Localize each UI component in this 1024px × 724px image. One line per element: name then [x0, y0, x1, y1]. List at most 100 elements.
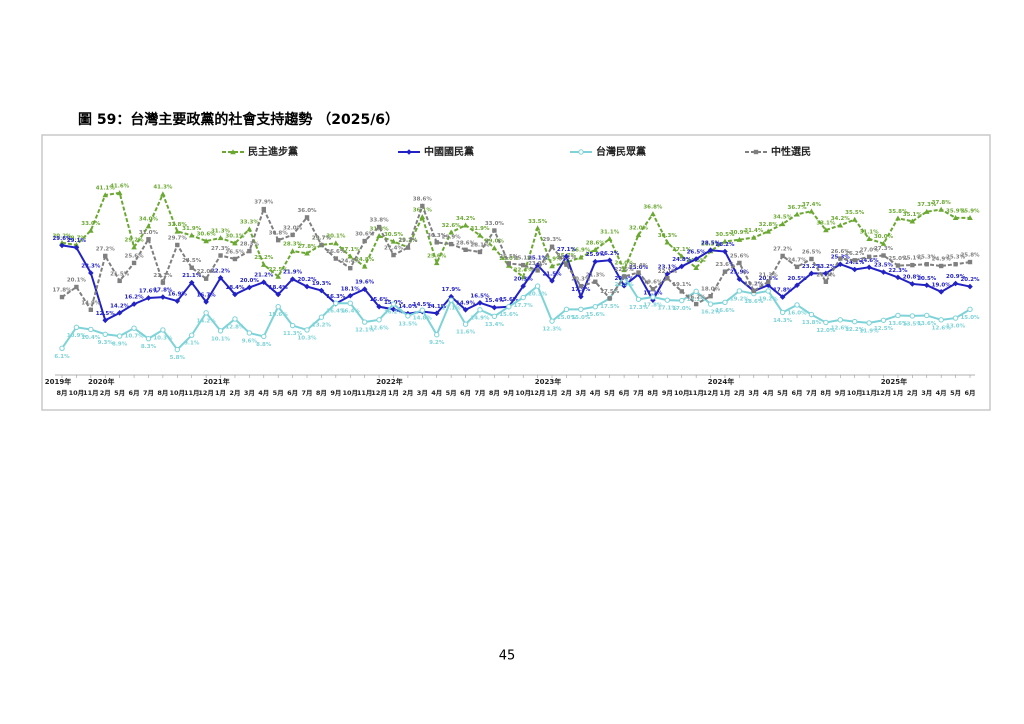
data-label: 9.2% — [429, 340, 445, 346]
point — [203, 299, 209, 305]
point — [665, 276, 670, 281]
point — [290, 232, 295, 238]
x-tick-label: 5月 — [604, 389, 615, 397]
point — [967, 215, 973, 221]
data-label: 23.6% — [715, 262, 735, 268]
point — [592, 304, 598, 310]
point — [909, 218, 916, 224]
data-label: 30.9% — [730, 230, 750, 236]
data-label: 32.8% — [759, 222, 779, 228]
data-label: 24.1% — [845, 260, 865, 266]
point — [376, 224, 382, 230]
data-label: 20.5% — [788, 276, 808, 282]
point — [794, 282, 800, 289]
point — [678, 263, 685, 270]
data-label: 20.0% — [240, 278, 260, 284]
point — [160, 191, 166, 197]
data-label: 17.8% — [643, 303, 663, 309]
data-label: 29.7% — [312, 235, 332, 241]
data-label: 33.8% — [370, 218, 390, 224]
x-tick-label: 2月 — [561, 389, 572, 397]
data-label: 13.5% — [903, 321, 923, 327]
point — [852, 258, 857, 263]
data-label: 24.4% — [341, 259, 361, 265]
data-label: 16.3% — [326, 294, 346, 300]
point — [866, 264, 872, 271]
data-label: 16.6% — [715, 308, 735, 314]
data-label: 18.6% — [744, 299, 764, 305]
data-label: 12.5% — [874, 326, 894, 332]
data-label: 37.8% — [932, 200, 952, 206]
point — [549, 278, 555, 284]
point — [116, 333, 123, 339]
point — [895, 312, 901, 319]
point — [390, 238, 397, 244]
point — [88, 227, 94, 233]
point — [866, 254, 872, 259]
x-tick-label: 7月 — [806, 389, 817, 397]
point — [938, 263, 944, 269]
point — [73, 324, 80, 330]
point — [693, 256, 699, 262]
data-label: 16.0% — [788, 310, 808, 316]
data-label: 21.9% — [283, 270, 303, 276]
point — [664, 297, 671, 303]
point — [809, 256, 814, 262]
data-label: 25.0% — [888, 256, 908, 262]
point — [621, 267, 627, 273]
data-label: 17.8% — [773, 288, 793, 294]
data-label: 17.7% — [514, 303, 534, 309]
point — [635, 232, 642, 238]
point — [808, 270, 815, 277]
x-tick-label: 3月 — [921, 389, 932, 397]
x-tick-label: 12月 — [703, 389, 719, 397]
point — [275, 273, 281, 279]
point — [160, 327, 166, 333]
data-label: 8.8% — [256, 342, 272, 348]
point — [203, 276, 209, 281]
data-label: 14.2% — [110, 303, 130, 309]
point — [952, 315, 959, 321]
data-label: 28.3% — [240, 242, 260, 248]
data-label: 9.6% — [242, 338, 258, 344]
data-label: 10.7% — [125, 334, 145, 340]
data-label: 12.2% — [845, 327, 865, 333]
point — [146, 237, 151, 242]
data-label: 24.7% — [788, 257, 808, 263]
point — [188, 279, 195, 286]
data-label: 14.8% — [413, 316, 433, 322]
point — [808, 311, 815, 318]
legend-label: 中國國民黨 — [424, 145, 474, 158]
point — [751, 234, 757, 240]
data-label: 15.0% — [557, 315, 577, 321]
point — [492, 228, 497, 233]
data-label: 35.9% — [946, 208, 966, 214]
point — [261, 333, 267, 340]
data-label: 29.1% — [67, 238, 87, 244]
data-label: 13.6% — [888, 321, 908, 327]
point — [564, 262, 569, 267]
point — [520, 294, 526, 301]
data-label: 16.4% — [326, 309, 346, 315]
data-label: 23.1% — [658, 264, 678, 270]
point — [145, 335, 152, 342]
data-label: 25.1% — [528, 256, 548, 262]
x-tick-label: 12月 — [876, 389, 892, 397]
point — [909, 281, 916, 287]
point — [203, 238, 209, 244]
point — [318, 314, 325, 320]
point — [419, 307, 426, 313]
data-label: 27.2% — [773, 246, 793, 252]
data-label: 13.5% — [398, 321, 418, 327]
point — [938, 206, 944, 212]
point — [506, 261, 511, 266]
data-label: 30.3% — [658, 233, 678, 239]
data-label: 29.7% — [67, 235, 87, 241]
point — [679, 289, 684, 294]
data-label: 27.3% — [874, 246, 894, 252]
data-label: 31.9% — [182, 226, 202, 232]
point — [549, 318, 555, 324]
data-label: 23.0% — [629, 265, 649, 271]
point — [347, 253, 354, 259]
data-label: 11.9% — [860, 328, 880, 334]
